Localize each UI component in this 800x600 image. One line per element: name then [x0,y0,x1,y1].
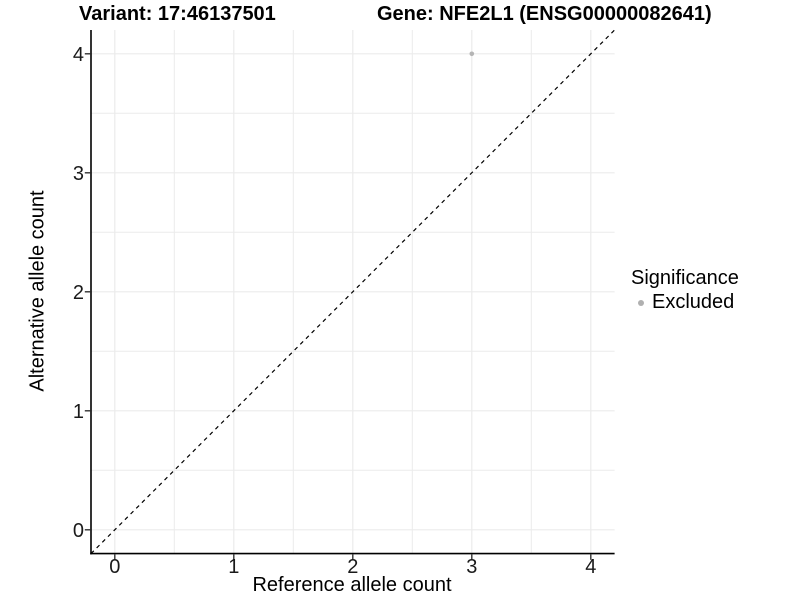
x-tick-label: 0 [109,556,120,578]
y-axis-title: Alternative allele count [26,190,49,392]
data-point [469,51,475,57]
legend-title: Significance [631,267,739,289]
y-tick-label: 1 [73,401,84,423]
legend-item-label: Excluded [652,291,735,313]
x-tick-label: 1 [228,556,239,578]
identity-line [90,29,616,555]
x-tick-label: 3 [466,556,477,578]
x-tick-label: 4 [585,556,596,578]
y-tick-label: 3 [73,163,84,185]
variant-title: Variant: 17:46137501 [79,3,276,25]
x-axis-title: Reference allele count [252,574,452,596]
legend: Significance Excluded [629,266,739,314]
y-tick-label: 4 [73,44,84,66]
y-tick-label: 0 [73,520,84,542]
x-tick-label: 2 [347,556,358,578]
excluded-point-icon [638,299,644,306]
legend-item-excluded: Excluded [638,291,739,314]
y-tick-label: 2 [73,282,84,304]
gene-title: Gene: NFE2L1 (ENSG00000082641) [377,3,712,25]
